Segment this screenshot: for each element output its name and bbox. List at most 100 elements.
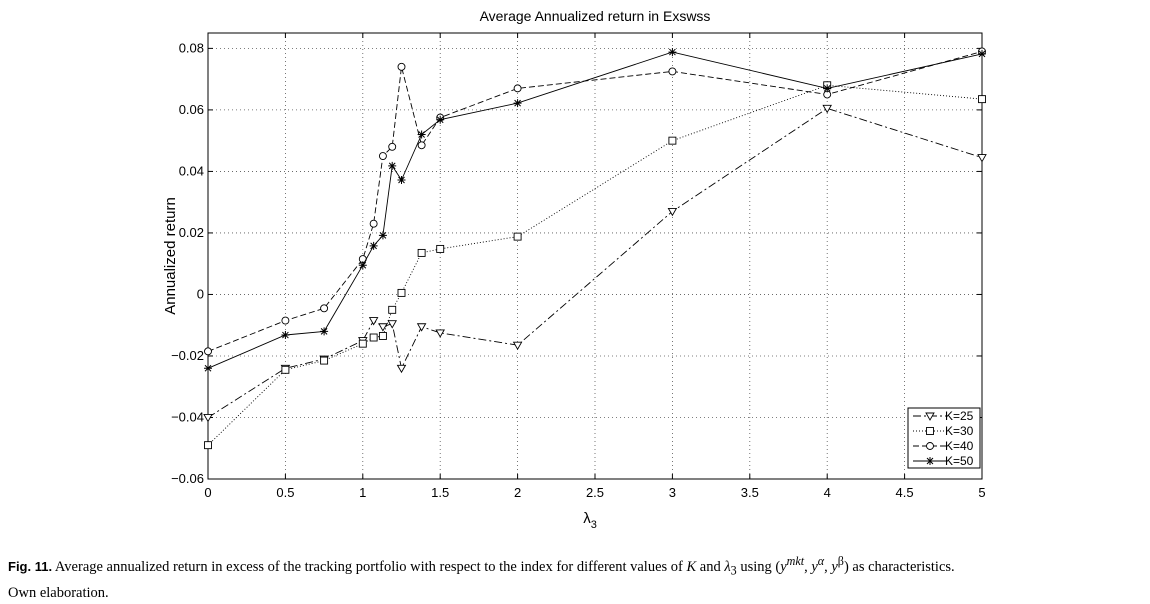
data-point-k50	[358, 261, 367, 270]
x-tick-label: 1.5	[431, 485, 449, 500]
figure-caption: Fig. 11. Average annualized return in ex…	[8, 550, 1148, 604]
data-point-k50	[369, 241, 378, 250]
caption-comma-1: ,	[804, 558, 812, 575]
x-tick-label: 3	[669, 485, 676, 500]
caption-text-3: using (	[736, 558, 781, 575]
data-point-k50	[204, 364, 212, 373]
data-point-k25	[822, 104, 832, 114]
x-tick-label: 4	[824, 485, 831, 500]
data-point-k40	[513, 84, 522, 93]
grid	[208, 33, 982, 479]
data-point-k30	[204, 441, 212, 450]
caption-var-y3: y	[831, 558, 838, 575]
y-tick-label: 0.08	[179, 40, 204, 55]
data-point-k25	[667, 207, 678, 217]
caption-var-lambda-sub: 3	[730, 563, 737, 578]
caption-var-y3-sup: β	[837, 554, 844, 568]
data-point-k50	[378, 231, 387, 240]
data-point-k50	[436, 115, 445, 124]
y-axis-title: Annualized return	[162, 197, 179, 315]
data-point-k50	[397, 176, 406, 185]
caption-text-4: ) as characteristics.	[843, 558, 955, 575]
data-point-k30	[358, 339, 367, 348]
series-k40	[204, 47, 986, 356]
data-point-k50	[823, 84, 832, 93]
chart-title: Average Annualized return in Exswss	[480, 8, 711, 24]
x-tick-label: 2.5	[586, 485, 604, 500]
data-point-k25	[368, 317, 379, 326]
y-tick-label: −0.06	[171, 471, 204, 486]
data-point-k50	[513, 99, 522, 108]
x-tick-label: 2	[514, 485, 521, 500]
caption-var-lambda: λ	[724, 558, 731, 575]
legend-marker-k50	[926, 457, 934, 465]
legend-marker-k40	[926, 442, 934, 450]
series-layer	[203, 47, 987, 450]
data-point-k30	[513, 232, 522, 241]
caption-var-y2-sup: α	[817, 554, 825, 568]
y-tick-label: 0.02	[179, 225, 204, 240]
y-tick-label: 0	[197, 286, 204, 301]
data-point-k25	[416, 323, 427, 332]
x-tick-label: 4.5	[896, 485, 914, 500]
series-line-k40	[207, 51, 983, 352]
data-point-k50	[417, 130, 426, 139]
x-tick-label: 0	[204, 485, 211, 500]
x-axis-title-symbol: λ	[583, 510, 591, 527]
caption-comma-2: ,	[824, 558, 832, 575]
x-tick-label: 5	[978, 485, 985, 500]
data-point-k25	[512, 341, 523, 351]
data-point-k50	[978, 49, 986, 58]
axis-ticks: 0 0.5 1 1.5 2 2.5 3 3.5 4 4.5 5 −0.06 −0.04 −0.02 0 0.0…	[171, 33, 986, 500]
x-axis-title: λ3	[583, 510, 597, 531]
legend-box	[907, 407, 981, 469]
data-point-k30	[320, 356, 329, 365]
y-tick-label: 0.06	[179, 102, 204, 117]
data-point-k30	[417, 248, 426, 257]
data-point-k30	[668, 136, 677, 145]
data-point-k30	[369, 333, 378, 342]
caption-text-2: and	[696, 558, 725, 575]
series-k50	[204, 48, 986, 373]
x-tick-label: 3.5	[741, 485, 759, 500]
caption-var-y1: y	[780, 558, 787, 575]
data-point-k50	[668, 48, 677, 57]
caption-text-1: Average annualized return in excess of t…	[52, 558, 687, 575]
legend-marker-k25	[925, 412, 935, 421]
data-point-k40	[281, 316, 290, 325]
data-point-k40	[668, 67, 677, 76]
series-line-k25	[207, 107, 983, 418]
y-tick-label: −0.02	[171, 348, 204, 363]
legend-label-k50: K=50	[945, 454, 974, 468]
data-point-k40	[204, 347, 212, 356]
data-point-k40	[417, 141, 426, 150]
y-tick-label: −0.04	[171, 409, 204, 424]
data-point-k50	[281, 331, 290, 340]
data-point-k40	[378, 152, 387, 160]
legend-label-k25: K=25	[945, 409, 974, 423]
x-tick-label: 0.5	[276, 485, 294, 500]
data-point-k30	[388, 305, 397, 314]
data-point-k40	[397, 62, 406, 71]
data-point-k30	[281, 365, 290, 374]
legend-label-k30: K=30	[945, 424, 974, 438]
data-point-k25	[435, 329, 445, 338]
data-point-k50	[388, 161, 397, 170]
plot-area	[208, 33, 982, 479]
caption-var-y1-sup: mkt	[786, 554, 805, 568]
legend-label-k40: K=40	[945, 439, 974, 453]
legend-marker-k30	[926, 427, 934, 435]
data-point-k25	[396, 364, 407, 374]
data-point-k50	[320, 327, 329, 336]
data-point-k30	[378, 332, 387, 340]
data-point-k30	[397, 288, 406, 297]
caption-var-y2: y	[811, 558, 818, 575]
y-tick-label: 0.04	[179, 163, 204, 178]
data-point-k40	[388, 142, 397, 151]
data-point-k25	[387, 320, 397, 329]
legend: K=25K=30K=40K=50	[907, 407, 981, 469]
data-point-k30	[436, 244, 445, 253]
data-point-k25	[203, 414, 213, 423]
x-tick-label: 1	[359, 485, 366, 500]
data-point-k25	[977, 154, 987, 163]
